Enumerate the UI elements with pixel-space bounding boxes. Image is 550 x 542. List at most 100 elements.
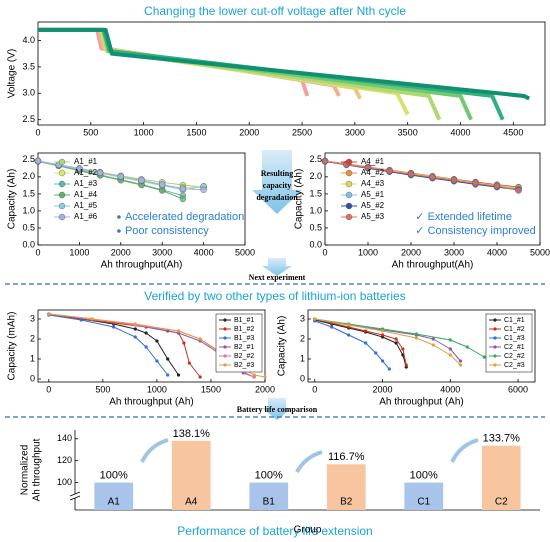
x-tick-label: 0 xyxy=(35,127,40,137)
y-tick-label: 0 xyxy=(30,373,35,383)
y-tick-label: 2.5 xyxy=(309,154,322,164)
data-point xyxy=(458,359,463,363)
data-point xyxy=(96,169,104,176)
x-tick-label: 4000 xyxy=(450,127,470,137)
legend-marker xyxy=(58,158,66,166)
data-point xyxy=(133,335,137,339)
data-point xyxy=(515,187,522,194)
data-point xyxy=(448,353,452,357)
data-point xyxy=(482,355,486,359)
data-point xyxy=(179,195,187,203)
series-line xyxy=(48,314,169,376)
data-point xyxy=(493,182,501,190)
data-point xyxy=(414,336,419,340)
data-point xyxy=(200,186,207,194)
legend-box xyxy=(215,313,263,373)
legend-marker xyxy=(345,213,353,221)
data-point xyxy=(380,329,385,333)
legend-label: A1_#4 xyxy=(74,190,98,199)
series-line xyxy=(324,161,519,191)
x-axis-label: Ah throughput (Ah) xyxy=(379,397,464,408)
x-tick-label: 0 xyxy=(312,384,317,394)
y-tick-label: 2.0 xyxy=(309,171,322,181)
legend-label: A5_#2 xyxy=(361,201,385,210)
data-point xyxy=(252,373,256,377)
annotation: ✓ Consistency improved xyxy=(415,225,535,237)
data-point xyxy=(144,331,148,335)
x-tick-label: 0 xyxy=(46,384,51,394)
legend-label: C2_#1 xyxy=(504,344,525,351)
x-tick-label: 500 xyxy=(83,127,98,137)
data-point xyxy=(176,373,181,377)
data-point xyxy=(138,177,145,184)
bar xyxy=(326,464,366,510)
x-axis-label: Ah throughput(Ah) xyxy=(101,260,183,271)
legend-marker xyxy=(345,180,353,188)
legend-label: A1_#2 xyxy=(74,168,98,177)
legend-box xyxy=(485,313,533,373)
data-point xyxy=(386,167,393,175)
y-tick-label: 3 xyxy=(300,313,305,323)
y-tick-label: 0.5 xyxy=(309,222,322,232)
y-tick-label: 120 xyxy=(57,455,72,465)
data-point xyxy=(330,325,334,329)
value-label: 100% xyxy=(255,470,283,482)
data-point xyxy=(47,312,51,316)
legend-marker xyxy=(223,354,227,358)
data-point xyxy=(166,357,170,361)
data-point xyxy=(166,373,170,377)
axis-break-gap xyxy=(71,494,79,498)
plot-frame xyxy=(37,21,546,126)
x-tick-label: 6000 xyxy=(508,384,528,394)
plot-frame xyxy=(37,152,246,246)
y-tick-label: 4.0 xyxy=(22,35,35,45)
x-tick-label: 4000 xyxy=(440,384,460,394)
x-tick-label: 3000 xyxy=(152,247,172,257)
x-tick-label: 4000 xyxy=(194,247,214,257)
x-tick-label: 2000 xyxy=(111,247,131,257)
legend-marker xyxy=(58,213,66,221)
x-tick-label: 2000 xyxy=(401,247,421,257)
step-text: Next experiment xyxy=(249,273,306,282)
legend-label: A4_#2 xyxy=(361,168,385,177)
y-axis-label: Capacity (Ah) xyxy=(7,169,18,230)
category-label: A1 xyxy=(108,497,121,508)
x-tick-label: 4000 xyxy=(487,247,507,257)
data-point xyxy=(374,351,378,355)
series-line xyxy=(38,27,310,97)
data-point xyxy=(431,337,435,341)
legend-label: B2_#3 xyxy=(234,362,254,369)
bar xyxy=(404,482,444,510)
category-label: A4 xyxy=(185,497,198,508)
y-tick-label: 2 xyxy=(30,333,35,343)
bottom-title: Performance of battery life extension xyxy=(177,524,372,538)
legend-marker xyxy=(345,191,353,199)
data-point xyxy=(429,173,436,181)
arrow-text: capacity xyxy=(263,181,291,190)
legend-marker xyxy=(58,169,66,177)
plot-frame xyxy=(324,152,541,246)
x-tick-label: 1000 xyxy=(69,247,89,257)
legend-marker xyxy=(58,191,66,199)
x-tick-label: 2500 xyxy=(292,127,312,137)
value-label: 133.7% xyxy=(483,433,521,445)
series-line xyxy=(38,27,531,101)
legend-marker xyxy=(223,363,227,367)
y-tick-label: 0.5 xyxy=(22,222,35,232)
data-point xyxy=(155,339,159,343)
process-arrow xyxy=(262,398,292,420)
data-point xyxy=(90,317,94,321)
legend-marker xyxy=(223,318,227,322)
series-line xyxy=(314,318,502,370)
y-tick-label: 2 xyxy=(300,333,305,343)
annotation-bullet xyxy=(117,229,121,233)
data-point xyxy=(155,359,159,363)
data-point xyxy=(465,345,469,349)
data-point xyxy=(198,337,202,341)
data-point xyxy=(407,170,415,178)
x-tick-label: 2000 xyxy=(373,384,393,394)
legend-label: C1_#2 xyxy=(504,326,525,333)
legend-label: B2_#2 xyxy=(234,353,254,360)
x-tick-label: 1500 xyxy=(201,384,221,394)
series-line xyxy=(314,319,407,368)
